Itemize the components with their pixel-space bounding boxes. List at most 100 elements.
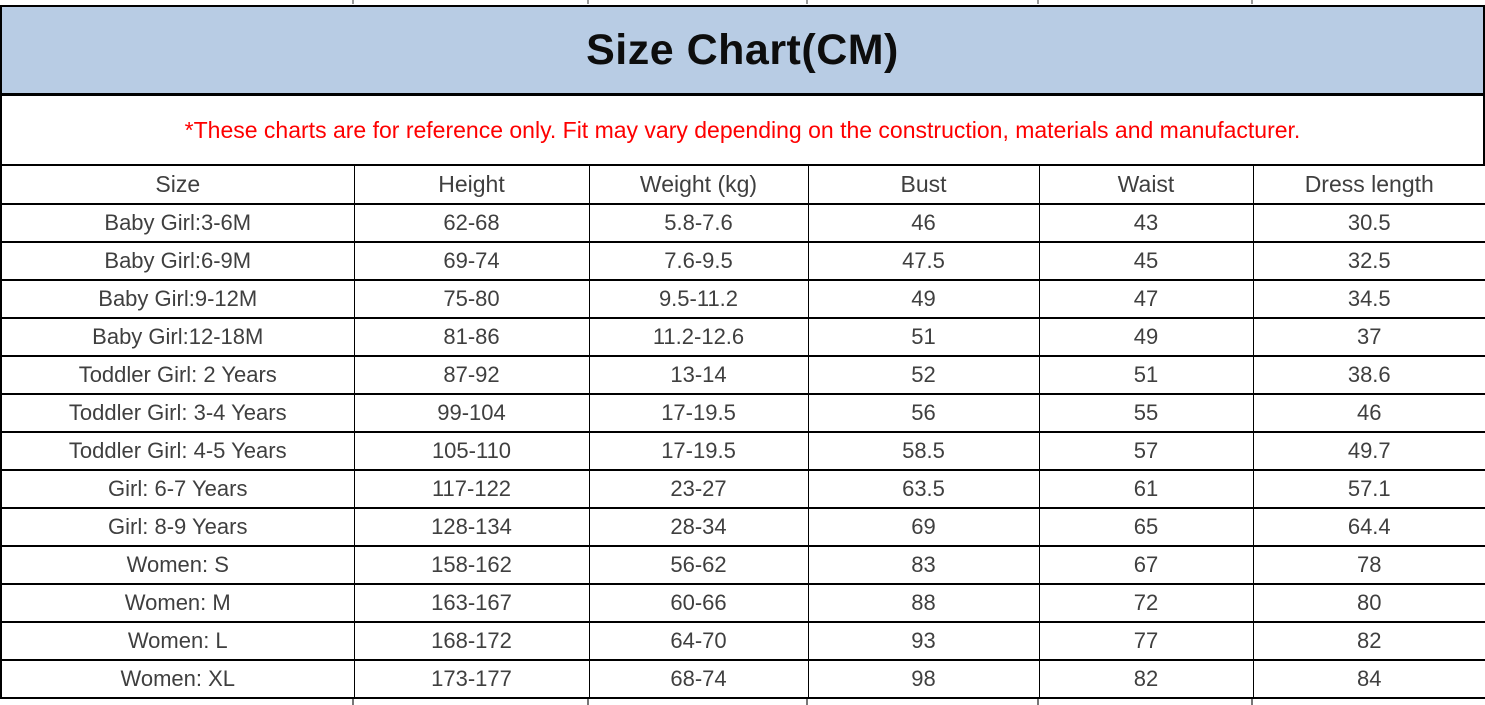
column-divider-tick [806,699,808,705]
column-divider-tick [1037,0,1039,4]
cell-dress-length: 30.5 [1252,203,1485,243]
cell-size: Women: XL [0,659,355,699]
table-header-row: Size Height Weight (kg) Bust Waist Dress… [0,164,1485,205]
cell-height: 75-80 [353,279,590,319]
cell-bust: 69 [807,507,1040,547]
cell-height: 173-177 [353,659,590,699]
cell-bust: 46 [807,203,1040,243]
cell-weight: 56-62 [588,545,809,585]
column-header-weight: Weight (kg) [588,164,809,205]
cell-weight: 68-74 [588,659,809,699]
cell-size: Baby Girl:6-9M [0,241,355,281]
cell-bust: 52 [807,355,1040,395]
table-row: Baby Girl:9-12M 75-80 9.5-11.2 49 47 34.… [0,279,1485,319]
cell-size: Toddler Girl: 2 Years [0,355,355,395]
column-header-dress-length: Dress length [1252,164,1485,205]
cell-weight: 64-70 [588,621,809,661]
cell-bust: 58.5 [807,431,1040,471]
cell-size: Baby Girl:9-12M [0,279,355,319]
table-row: Women: XL 173-177 68-74 98 82 84 [0,659,1485,699]
cell-waist: 47 [1038,279,1254,319]
cell-bust: 93 [807,621,1040,661]
cell-weight: 13-14 [588,355,809,395]
cell-waist: 51 [1038,355,1254,395]
cell-height: 99-104 [353,393,590,433]
cell-size: Girl: 6-7 Years [0,469,355,509]
cell-height: 158-162 [353,545,590,585]
cell-height: 168-172 [353,621,590,661]
size-chart-table: Size Height Weight (kg) Bust Waist Dress… [0,164,1485,699]
cell-weight: 23-27 [588,469,809,509]
cell-size: Toddler Girl: 3-4 Years [0,393,355,433]
cell-weight: 60-66 [588,583,809,623]
cell-dress-length: 46 [1252,393,1485,433]
table-row: Baby Girl:3-6M 62-68 5.8-7.6 46 43 30.5 [0,203,1485,243]
table-row: Women: L 168-172 64-70 93 77 82 [0,621,1485,661]
column-header-size: Size [0,164,355,205]
column-divider-tick [1251,0,1253,4]
table-row: Toddler Girl: 3-4 Years 99-104 17-19.5 5… [0,393,1485,433]
column-divider-tick [587,0,589,4]
cell-waist: 67 [1038,545,1254,585]
column-divider-tick [1037,699,1039,705]
column-divider-tick [352,0,354,4]
cell-bust: 56 [807,393,1040,433]
cell-weight: 5.8-7.6 [588,203,809,243]
title-band: Size Chart(CM) [0,5,1485,96]
cell-height: 87-92 [353,355,590,395]
cell-size: Toddler Girl: 4-5 Years [0,431,355,471]
cell-dress-length: 84 [1252,659,1485,699]
cell-height: 163-167 [353,583,590,623]
cell-weight: 9.5-11.2 [588,279,809,319]
cell-bust: 47.5 [807,241,1040,281]
column-divider-tick [352,699,354,705]
cell-waist: 61 [1038,469,1254,509]
cell-waist: 55 [1038,393,1254,433]
table-row: Toddler Girl: 4-5 Years 105-110 17-19.5 … [0,431,1485,471]
cell-height: 69-74 [353,241,590,281]
cell-height: 62-68 [353,203,590,243]
cell-dress-length: 38.6 [1252,355,1485,395]
cell-size: Baby Girl:12-18M [0,317,355,357]
table-row: Women: S 158-162 56-62 83 67 78 [0,545,1485,585]
disclaimer-row: *These charts are for reference only. Fi… [0,96,1485,164]
column-divider-tick [806,0,808,4]
cell-bust: 98 [807,659,1040,699]
cell-dress-length: 57.1 [1252,469,1485,509]
cell-weight: 17-19.5 [588,431,809,471]
cell-waist: 45 [1038,241,1254,281]
bottom-cutoff-row [0,699,1485,705]
cell-waist: 82 [1038,659,1254,699]
cell-height: 105-110 [353,431,590,471]
disclaimer-text: *These charts are for reference only. Fi… [184,116,1301,143]
top-gridline-strip [0,0,1485,5]
cell-weight: 17-19.5 [588,393,809,433]
cell-dress-length: 49.7 [1252,431,1485,471]
cell-waist: 49 [1038,317,1254,357]
cell-waist: 65 [1038,507,1254,547]
cell-dress-length: 37 [1252,317,1485,357]
table-row: Women: M 163-167 60-66 88 72 80 [0,583,1485,623]
cell-size: Girl: 8-9 Years [0,507,355,547]
cell-bust: 49 [807,279,1040,319]
cell-dress-length: 32.5 [1252,241,1485,281]
cell-size: Baby Girl:3-6M [0,203,355,243]
cell-weight: 28-34 [588,507,809,547]
table-row: Girl: 6-7 Years 117-122 23-27 63.5 61 57… [0,469,1485,509]
cell-bust: 83 [807,545,1040,585]
cell-dress-length: 80 [1252,583,1485,623]
cell-dress-length: 78 [1252,545,1485,585]
table-row: Baby Girl:12-18M 81-86 11.2-12.6 51 49 3… [0,317,1485,357]
cell-bust: 88 [807,583,1040,623]
cell-bust: 63.5 [807,469,1040,509]
cell-size: Women: L [0,621,355,661]
cell-dress-length: 34.5 [1252,279,1485,319]
cell-height: 128-134 [353,507,590,547]
cell-waist: 57 [1038,431,1254,471]
column-header-height: Height [353,164,590,205]
table-row: Baby Girl:6-9M 69-74 7.6-9.5 47.5 45 32.… [0,241,1485,281]
column-divider-tick [587,699,589,705]
cell-weight: 11.2-12.6 [588,317,809,357]
cell-weight: 7.6-9.5 [588,241,809,281]
